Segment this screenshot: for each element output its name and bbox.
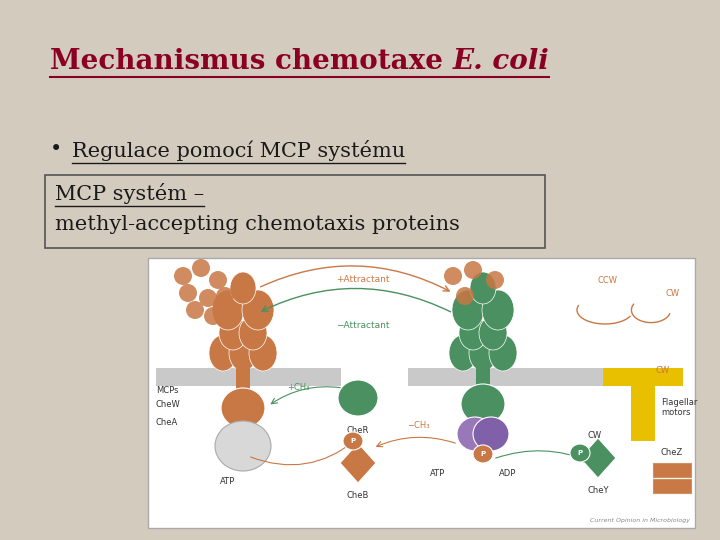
Text: CheY: CheY <box>588 486 608 495</box>
Bar <box>476 363 490 391</box>
Ellipse shape <box>179 284 197 302</box>
Text: methyl-accepting chemotaxis proteins: methyl-accepting chemotaxis proteins <box>55 215 460 234</box>
Ellipse shape <box>230 272 256 304</box>
Ellipse shape <box>192 259 210 277</box>
Text: ATP: ATP <box>220 477 235 486</box>
Bar <box>653 479 691 493</box>
Ellipse shape <box>479 316 507 350</box>
Text: Flagellar
motors: Flagellar motors <box>661 398 698 417</box>
Bar <box>236 363 250 391</box>
Ellipse shape <box>457 417 493 451</box>
Ellipse shape <box>242 290 274 330</box>
Bar <box>148 258 695 528</box>
Ellipse shape <box>570 444 590 462</box>
Ellipse shape <box>219 316 247 350</box>
Text: CW: CW <box>665 289 679 298</box>
Bar <box>631 386 655 441</box>
Text: •: • <box>50 140 62 159</box>
Ellipse shape <box>473 445 493 463</box>
Ellipse shape <box>249 335 277 371</box>
Ellipse shape <box>486 271 504 289</box>
Ellipse shape <box>469 335 497 371</box>
Ellipse shape <box>209 271 227 289</box>
Ellipse shape <box>343 432 363 450</box>
Text: Regulace pomocí MCP systému: Regulace pomocí MCP systému <box>72 140 405 161</box>
Ellipse shape <box>186 301 204 319</box>
Text: Mechanismus chemotaxe: Mechanismus chemotaxe <box>50 48 453 75</box>
Ellipse shape <box>482 290 514 330</box>
Text: E. coli: E. coli <box>453 48 549 75</box>
Text: CheZ: CheZ <box>661 448 683 457</box>
Ellipse shape <box>239 316 267 350</box>
Ellipse shape <box>449 335 477 371</box>
Text: +CH₃: +CH₃ <box>287 383 309 392</box>
Ellipse shape <box>209 335 237 371</box>
Bar <box>603 368 683 386</box>
Text: CCW: CCW <box>598 276 618 285</box>
Text: −CH₃: −CH₃ <box>407 421 429 430</box>
Ellipse shape <box>459 316 487 350</box>
Text: Current Opinion in Microbiology: Current Opinion in Microbiology <box>590 518 690 523</box>
Text: CheB: CheB <box>347 491 369 500</box>
Text: P: P <box>351 438 356 444</box>
Text: CheA: CheA <box>156 418 179 427</box>
Text: −Attractant: −Attractant <box>336 321 390 330</box>
Ellipse shape <box>489 335 517 371</box>
Text: CW: CW <box>588 431 602 440</box>
Ellipse shape <box>464 261 482 279</box>
Bar <box>653 463 691 477</box>
Text: P: P <box>577 450 582 456</box>
Ellipse shape <box>461 384 505 424</box>
Ellipse shape <box>216 287 234 305</box>
Text: MCPs: MCPs <box>156 386 179 395</box>
Ellipse shape <box>444 267 462 285</box>
Text: +Attractant: +Attractant <box>336 275 390 285</box>
Text: CheW: CheW <box>156 400 181 409</box>
Bar <box>45 175 545 248</box>
Ellipse shape <box>199 289 217 307</box>
Ellipse shape <box>174 267 192 285</box>
Polygon shape <box>340 443 376 483</box>
Bar <box>408 368 608 386</box>
Ellipse shape <box>215 421 271 471</box>
Ellipse shape <box>221 388 265 428</box>
Polygon shape <box>580 438 616 478</box>
Text: ATP: ATP <box>431 469 446 478</box>
Bar <box>156 368 341 386</box>
Ellipse shape <box>473 417 509 451</box>
Ellipse shape <box>338 380 378 416</box>
Ellipse shape <box>212 290 244 330</box>
Text: ADP: ADP <box>499 469 517 478</box>
Text: P: P <box>480 451 485 457</box>
Ellipse shape <box>456 287 474 305</box>
Ellipse shape <box>452 290 484 330</box>
Text: CheR: CheR <box>347 426 369 435</box>
Ellipse shape <box>229 335 257 371</box>
Text: CW: CW <box>655 366 669 375</box>
Ellipse shape <box>204 307 222 325</box>
Ellipse shape <box>470 272 496 304</box>
Text: MCP systém –: MCP systém – <box>55 183 204 204</box>
